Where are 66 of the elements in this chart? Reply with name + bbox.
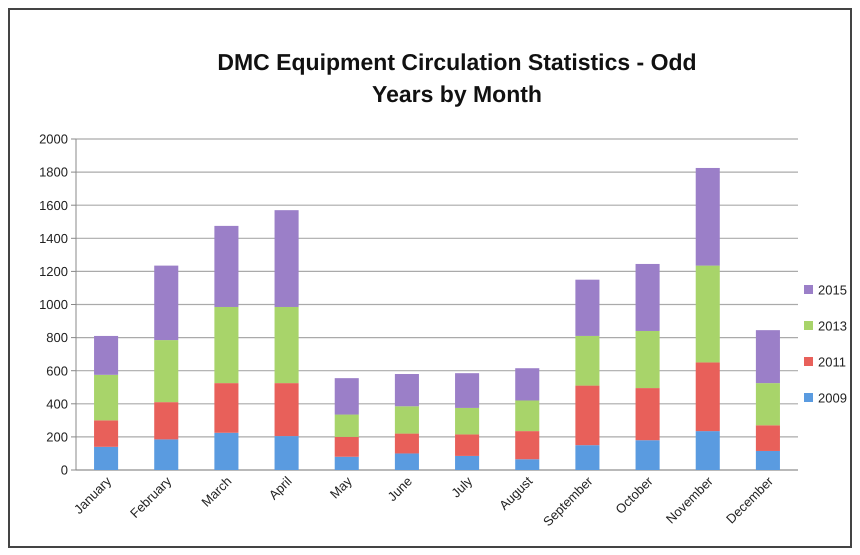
bar <box>455 373 480 408</box>
bar <box>515 368 540 400</box>
bar <box>756 330 780 384</box>
bar <box>756 383 780 426</box>
bar <box>274 436 299 470</box>
bar <box>636 264 660 331</box>
bar <box>696 168 720 266</box>
bar <box>214 226 238 307</box>
bar <box>455 456 480 470</box>
bar <box>334 414 359 437</box>
bar <box>455 408 480 434</box>
bar <box>515 400 540 432</box>
bar <box>636 330 660 388</box>
bar <box>394 406 419 434</box>
x-tick-label: July <box>448 473 476 500</box>
bar <box>575 386 600 446</box>
bar <box>696 266 720 362</box>
bar <box>154 402 178 440</box>
bar <box>575 336 600 386</box>
legend-label: 2011 <box>818 354 846 370</box>
bar <box>214 306 238 384</box>
bar <box>94 420 118 447</box>
bar <box>394 434 419 454</box>
bar <box>154 266 178 340</box>
y-tick-label: 1200 <box>39 264 68 279</box>
bar <box>515 431 540 460</box>
bar <box>696 431 720 470</box>
bar <box>214 432 238 470</box>
bar <box>214 383 238 433</box>
y-tick-label: 1400 <box>39 230 68 246</box>
chart-title: DMC Equipment Circulation Statistics - Odd Years by Month <box>217 49 697 107</box>
y-tick-label: 1000 <box>39 297 68 312</box>
bar <box>334 436 359 457</box>
y-tick-label: 2000 <box>39 132 68 147</box>
legend-label: 2015 <box>818 282 847 298</box>
y-tick-label: 200 <box>46 429 68 444</box>
bar <box>455 434 480 456</box>
bar <box>94 446 118 470</box>
bar <box>334 378 359 415</box>
y-tick-label: 1600 <box>39 198 68 213</box>
bar <box>575 280 600 336</box>
bar <box>274 306 299 384</box>
legend-label: 2013 <box>818 318 847 334</box>
bar <box>636 388 660 440</box>
legend-label: 2009 <box>818 390 847 406</box>
y-tick-label: 1800 <box>39 164 68 180</box>
bar <box>94 336 118 375</box>
bar <box>334 456 359 470</box>
y-tick-label: 400 <box>46 396 68 412</box>
bar <box>274 383 299 436</box>
bar <box>394 374 419 406</box>
bar <box>515 459 540 470</box>
bar <box>154 340 178 402</box>
bar <box>394 453 419 470</box>
y-tick-label: 600 <box>46 363 68 378</box>
y-tick-label: 800 <box>46 330 68 346</box>
bar <box>696 362 720 432</box>
bar <box>756 425 780 451</box>
y-tick-label: 0 <box>60 462 68 478</box>
bar <box>756 450 780 470</box>
bar <box>274 210 299 307</box>
bar <box>575 445 600 470</box>
x-tick-label: May <box>326 473 356 502</box>
bar <box>636 440 660 470</box>
bar <box>154 439 178 470</box>
bar <box>94 374 118 420</box>
